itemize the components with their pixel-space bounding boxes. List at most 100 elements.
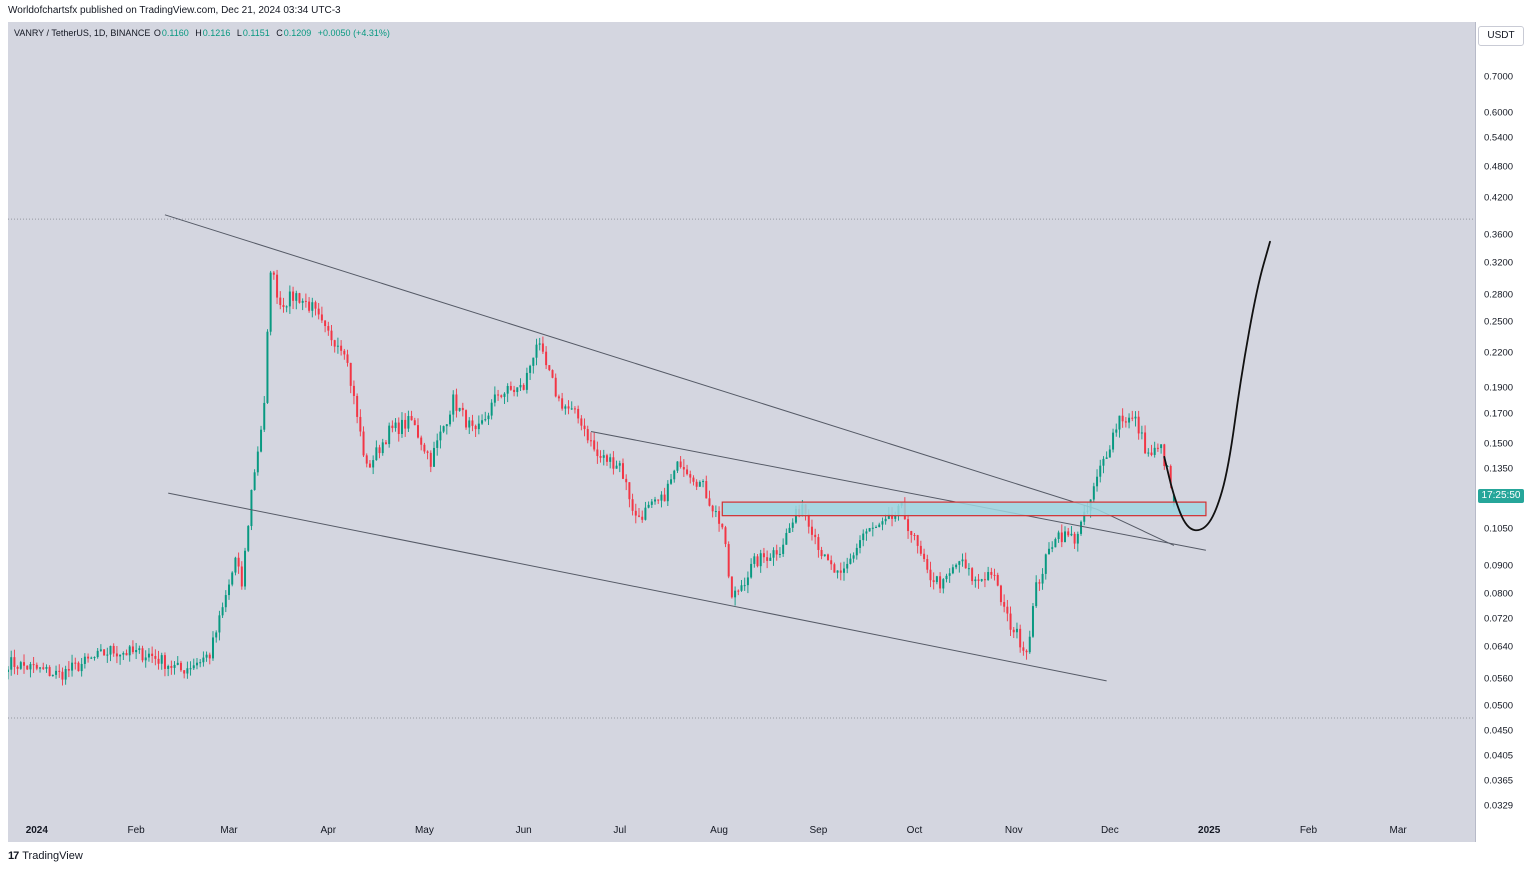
currency-button[interactable]: USDT [1478, 26, 1524, 46]
countdown-badge: 17:25:50 [1478, 489, 1524, 503]
time-tick-label: Feb [127, 825, 145, 836]
footer-brand[interactable]: 17 TradingView [8, 850, 83, 862]
candle-body [990, 571, 993, 575]
candle-body [660, 494, 663, 501]
price-tick-label: 0.0720 [1484, 613, 1514, 625]
candle-body [554, 377, 557, 397]
candle-body [596, 449, 599, 457]
candle-body [570, 408, 573, 410]
candle-body [112, 645, 115, 654]
candle-body [1064, 531, 1067, 543]
candle-body [122, 653, 125, 655]
candle-body [384, 442, 387, 445]
candle-body [490, 402, 493, 416]
candle-body [372, 460, 375, 468]
candle-body [359, 416, 362, 432]
candle-body [772, 550, 775, 558]
legend-high-label: H [195, 28, 202, 38]
candle-body [205, 654, 208, 658]
candle-body [1048, 548, 1050, 555]
candle-body [247, 526, 250, 551]
candle-body [500, 395, 503, 397]
candle-body [131, 646, 134, 653]
candle-body [320, 314, 323, 321]
chart-pane[interactable]: VANRY / TetherUS, 1D, BINANCE O0.1160 H0… [8, 22, 1475, 816]
candle-body [705, 481, 708, 499]
legend-symbol[interactable]: VANRY / TetherUS, 1D, BINANCE [14, 28, 151, 38]
candle-body [855, 547, 858, 556]
candle-body [926, 559, 929, 570]
candle-body [666, 483, 669, 502]
price-tick-label: 0.7000 [1484, 71, 1514, 83]
candle-body [64, 668, 67, 680]
price-tick-label: 0.0800 [1484, 588, 1514, 600]
candle-body [279, 297, 282, 306]
candle-body [429, 452, 432, 467]
candle-body [589, 440, 592, 442]
candle-body [714, 511, 717, 513]
candle-body [276, 274, 279, 298]
candle-body [356, 395, 359, 417]
time-axis[interactable] [8, 816, 1475, 842]
time-tick-label: Feb [1299, 825, 1318, 836]
price-chart[interactable] [8, 22, 1475, 816]
candle-body [865, 531, 868, 534]
candle-body [109, 645, 112, 655]
candle-body [875, 527, 878, 529]
candle-body [208, 654, 211, 659]
candle-body [1057, 532, 1060, 540]
candle-body [147, 653, 150, 658]
candle-body [119, 654, 122, 657]
candle-body [718, 511, 721, 524]
candle-body [218, 615, 221, 633]
candle-body [231, 572, 234, 585]
candle-body [999, 585, 1002, 603]
price-tick-label: 0.1900 [1484, 382, 1514, 393]
candle-body [724, 527, 727, 545]
time-tick-label: Oct [906, 825, 923, 836]
candle-body [958, 561, 961, 565]
candle-body [19, 662, 22, 669]
candle-body [99, 649, 102, 651]
candle-body [740, 585, 743, 591]
price-axis[interactable] [1476, 22, 1536, 816]
candle-body [1112, 432, 1115, 450]
candle-body [503, 393, 506, 397]
candle-body [125, 653, 128, 656]
price-tick-label: 0.0900 [1484, 560, 1514, 572]
candle-body [391, 425, 394, 429]
candle-body [955, 564, 958, 568]
candle-body [327, 326, 330, 331]
candle-body [689, 474, 692, 478]
candle-body [420, 437, 423, 445]
candle-body [913, 535, 916, 537]
candle-body [532, 357, 535, 366]
legend-close-value: 0.1209 [283, 28, 312, 38]
candle-body [641, 516, 644, 520]
candle-body [698, 481, 701, 487]
candle-body [916, 535, 919, 546]
candle-body [1099, 465, 1102, 477]
time-tick-label: Dec [1100, 825, 1119, 836]
candle-body [1080, 521, 1083, 534]
candle-body [1060, 532, 1063, 543]
candle-body [381, 442, 384, 454]
candle-body [929, 569, 932, 581]
candle-body [1160, 444, 1163, 449]
candle-body [343, 350, 346, 355]
legend-low-value: 0.1151 [242, 28, 270, 38]
candle-body [32, 664, 35, 666]
candle-body [1031, 606, 1034, 637]
candle-body [1051, 547, 1054, 549]
candle-body [1035, 582, 1038, 607]
candle-body [878, 524, 881, 528]
candle-body [833, 564, 836, 573]
candle-body [1124, 421, 1127, 423]
candle-body [775, 550, 778, 555]
candle-body [138, 648, 141, 651]
candle-body [942, 579, 945, 589]
candle-body [202, 657, 205, 663]
candle-body [163, 655, 166, 669]
candle-body [1118, 415, 1121, 430]
candle-body [862, 533, 865, 541]
